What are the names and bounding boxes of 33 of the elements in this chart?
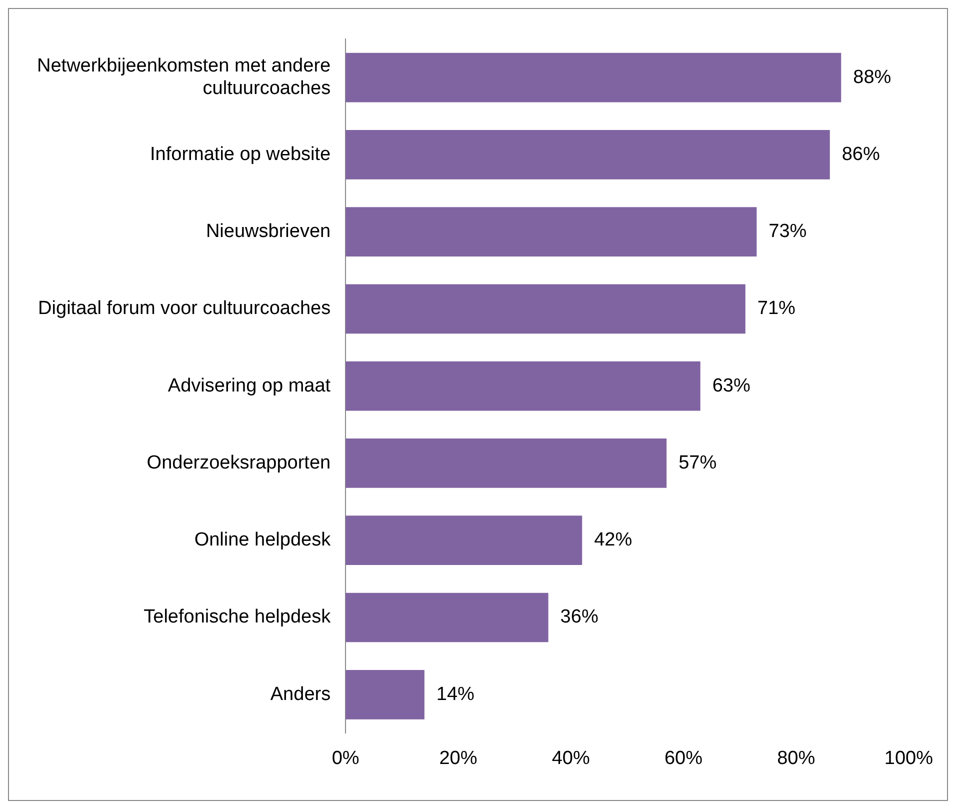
y-tick-label: Netwerkbijeenkomsten met andere cultuurcoaches bbox=[36, 55, 331, 100]
x-tick-label: 80% bbox=[777, 748, 816, 769]
x-tick-label: 100% bbox=[884, 748, 934, 769]
data-label: 71% bbox=[757, 298, 796, 320]
bar bbox=[346, 592, 548, 642]
y-tick-label: Digitaal forum voor cultuurcoaches bbox=[38, 298, 331, 320]
data-label: 63% bbox=[712, 375, 750, 396]
y-tick-label: Informatie op website bbox=[150, 144, 331, 165]
bar bbox=[346, 130, 830, 180]
data-label: 36% bbox=[560, 606, 598, 628]
data-label: 57% bbox=[678, 452, 717, 474]
data-label: 73% bbox=[768, 221, 807, 242]
x-tick-label: 20% bbox=[439, 748, 478, 769]
bar bbox=[346, 516, 582, 566]
x-tick-label: 0% bbox=[332, 748, 360, 769]
x-tick-label: 60% bbox=[664, 748, 703, 769]
bar bbox=[346, 670, 424, 720]
data-label: 14% bbox=[436, 684, 475, 705]
y-tick-label: Onderzoeksrapporten bbox=[146, 452, 331, 474]
bar bbox=[346, 438, 667, 488]
bar bbox=[346, 284, 746, 334]
y-tick-label: Nieuwsbrieven bbox=[206, 221, 331, 242]
data-label: 86% bbox=[842, 144, 880, 165]
bar bbox=[346, 52, 842, 102]
x-tick-label: 40% bbox=[552, 748, 590, 769]
y-tick-label: Telefonische helpdesk bbox=[144, 606, 332, 628]
bar bbox=[346, 361, 700, 411]
data-label: 88% bbox=[853, 66, 892, 88]
y-tick-label: Anders bbox=[270, 684, 331, 705]
y-tick-label: Online helpdesk bbox=[194, 530, 332, 551]
bar bbox=[346, 207, 757, 257]
data-label: 42% bbox=[594, 530, 632, 551]
y-tick-label: Advisering op maat bbox=[168, 375, 332, 396]
